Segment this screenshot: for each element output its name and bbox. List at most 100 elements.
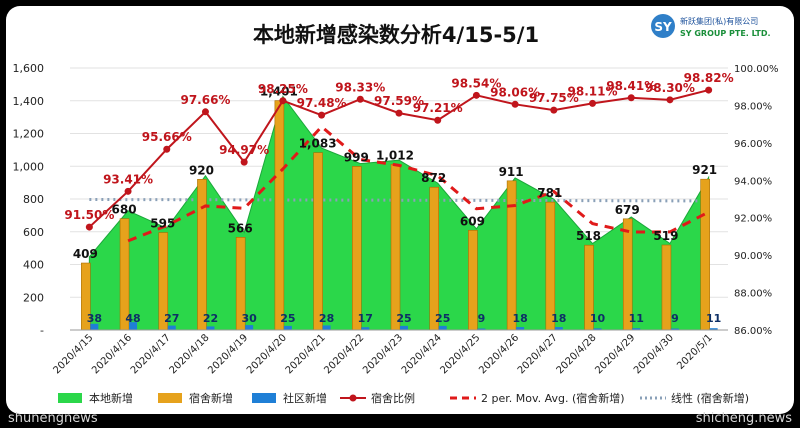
logo-globe-icon [651,14,675,38]
ratio-data-label: 93.41% [103,172,153,186]
legend-label: 社区新增 [283,391,327,405]
community-data-label: 18 [551,312,566,325]
dorm-data-label: 679 [615,203,640,217]
dorm-data-label: 1,401 [260,85,298,99]
bar-community-new [167,325,176,330]
bar-community-new [477,328,486,330]
bar-dorm-new [661,244,672,331]
company-logo: SY 新跃集团(私)有限公司 SY GROUP PTE. LTD. [651,14,771,38]
left-tick-label: 400 [23,259,44,272]
logo-name-en: SY GROUP PTE. LTD. [680,29,771,38]
dorm-ratio-point [279,97,287,105]
bar-community-new [516,327,525,330]
dorm-data-label: 519 [653,229,678,243]
legend-swatch-marker [349,394,357,402]
bar-community-new [632,328,641,330]
legend-label: 2 per. Mov. Avg. (宿舍新增) [481,391,625,405]
bar-community-new [283,325,292,330]
logo-name-cn: 新跃集团(私)有限公司 [680,16,758,26]
dorm-data-label: 680 [112,203,137,217]
dorm-ratio-point [472,91,480,99]
linear-trendline [89,197,709,203]
community-data-label: 9 [478,312,486,325]
ratio-data-label: 94.97% [219,143,269,157]
community-data-label: 48 [125,312,140,325]
ratio-data-label: 98.33% [335,80,385,94]
bar-dorm-new [390,163,401,331]
bar-community-new [322,325,331,330]
dorm-ratio-point [201,108,209,116]
right-tick-label: 90.00% [734,251,772,262]
dorm-data-label: 911 [499,165,524,179]
legend-label: 线性 (宿舍新增) [671,391,749,405]
bar-community-new [206,326,215,330]
community-data-label: 27 [164,312,179,325]
community-data-label: 9 [671,312,679,325]
dorm-data-label: 595 [150,217,175,231]
dorm-ratio-point [356,95,364,103]
dorm-ratio-point [395,109,403,117]
ratio-data-label: 97.66% [180,93,230,107]
right-tick-label: 94.00% [734,176,772,187]
community-data-label: 30 [242,312,258,325]
left-tick-label: 1,400 [13,95,45,108]
dorm-ratio-point [589,99,597,107]
right-tick-label: 98.00% [734,101,772,112]
bar-dorm-new [351,166,362,331]
ratio-data-label: 97.75% [529,91,579,105]
legend-label: 本地新增 [89,391,133,405]
community-data-label: 11 [629,312,644,325]
community-data-label: 17 [358,312,373,325]
community-data-label: 38 [87,312,102,325]
dorm-ratio-point [240,158,248,166]
legend-swatch-bar [252,393,276,403]
dorm-data-label: 518 [576,229,601,243]
community-data-label: 11 [706,312,721,325]
legend-swatch-area [58,393,82,403]
bar-community-new [438,325,447,330]
dorm-data-label: 872 [421,171,446,185]
community-data-label: 25 [280,312,295,325]
community-data-label: 22 [203,312,218,325]
dorm-data-label: 999 [344,150,369,164]
left-tick-label: 600 [23,226,44,239]
dorm-ratio-point [627,94,635,102]
dorm-ratio-point [124,187,132,195]
ratio-data-label: 98.06% [490,85,540,99]
bar-dorm-new [313,152,323,331]
left-tick-label: 1,200 [13,128,45,141]
ratio-data-label: 97.59% [374,94,424,108]
ratio-data-label: 98.11% [568,84,618,98]
ratio-data-label: 97.48% [297,96,347,110]
right-tick-label: 100.00% [734,64,779,75]
bar-dorm-new [197,179,207,331]
legend-swatch-bar [158,393,182,403]
bar-community-new [670,328,679,330]
legend: 本地新增 宿舍新增 社区新增 宿舍比例 2 per. Mov. Avg. (宿舍新增) 线… [58,391,749,405]
bar-dorm-new [429,186,440,331]
left-tick-label: - [40,324,44,337]
dorm-ratio-point [318,111,326,119]
watermark-right: shicheng.news [696,411,793,426]
dorm-data-label: 1,083 [299,137,337,151]
logo-mark: SY [654,20,672,34]
dorm-ratio-point [550,106,558,114]
dorm-data-label: 609 [460,214,485,228]
dorm-ratio-point [85,223,93,231]
bar-community-new [245,325,254,330]
legend-label: 宿舍新增 [189,391,233,405]
legend-label: 宿舍比例 [371,391,415,405]
dorm-data-label: 921 [692,163,717,177]
dorm-data-label: 566 [228,221,253,235]
dorm-data-label: 781 [537,186,562,200]
dorm-data-label: 1,012 [376,148,414,162]
bar-dorm-new [468,229,478,331]
bar-dorm-new [274,100,285,331]
bar-community-new [593,328,602,330]
community-data-label: 18 [512,312,527,325]
bar-dorm-new [700,178,710,331]
bar-community-new [90,323,99,330]
dorm-ratio-point [666,96,674,104]
bar-dorm-new [545,201,556,331]
